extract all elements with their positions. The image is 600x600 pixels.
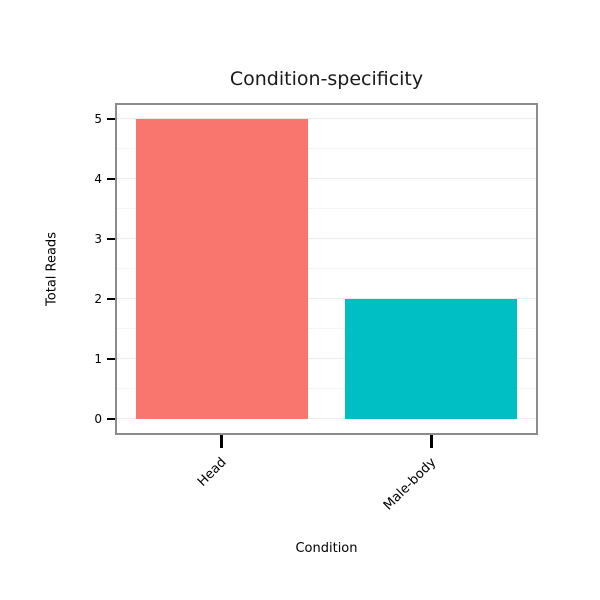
- x-tick-label: Head: [194, 455, 230, 490]
- gridline-minor: [117, 328, 536, 329]
- gridline-major: [117, 178, 536, 179]
- y-tick-mark: [107, 418, 115, 420]
- x-tick-label: Male-body: [380, 455, 439, 514]
- bar-male-body: [345, 299, 518, 419]
- y-axis-label: Total Reads: [44, 232, 60, 306]
- gridline-minor: [117, 148, 536, 149]
- y-tick-mark: [107, 118, 115, 120]
- x-tick-mark: [220, 435, 224, 448]
- gridline-major: [117, 418, 536, 419]
- plot-panel: [115, 103, 538, 435]
- gridline-minor: [117, 388, 536, 389]
- y-tick-mark: [107, 358, 115, 360]
- bar-head: [135, 119, 308, 419]
- gridline-major: [117, 358, 536, 359]
- chart-title: Condition-specificity: [229, 68, 424, 90]
- y-tick-label: 1: [94, 352, 102, 366]
- y-tick-label: 0: [94, 412, 102, 426]
- y-tick-mark: [107, 298, 115, 300]
- gridline-minor: [117, 268, 536, 269]
- y-tick-label: 2: [94, 292, 102, 306]
- y-tick-label: 5: [94, 112, 102, 126]
- y-tick-label: 4: [94, 172, 102, 186]
- x-tick-mark: [429, 435, 433, 448]
- y-tick-label: 3: [94, 232, 102, 246]
- y-tick-mark: [107, 238, 115, 240]
- gridline-major: [117, 238, 536, 239]
- gridline-major: [117, 298, 536, 299]
- x-axis-label: Condition: [295, 541, 358, 556]
- gridline-major: [117, 118, 536, 119]
- gridline-minor: [117, 208, 536, 209]
- y-tick-mark: [107, 178, 115, 180]
